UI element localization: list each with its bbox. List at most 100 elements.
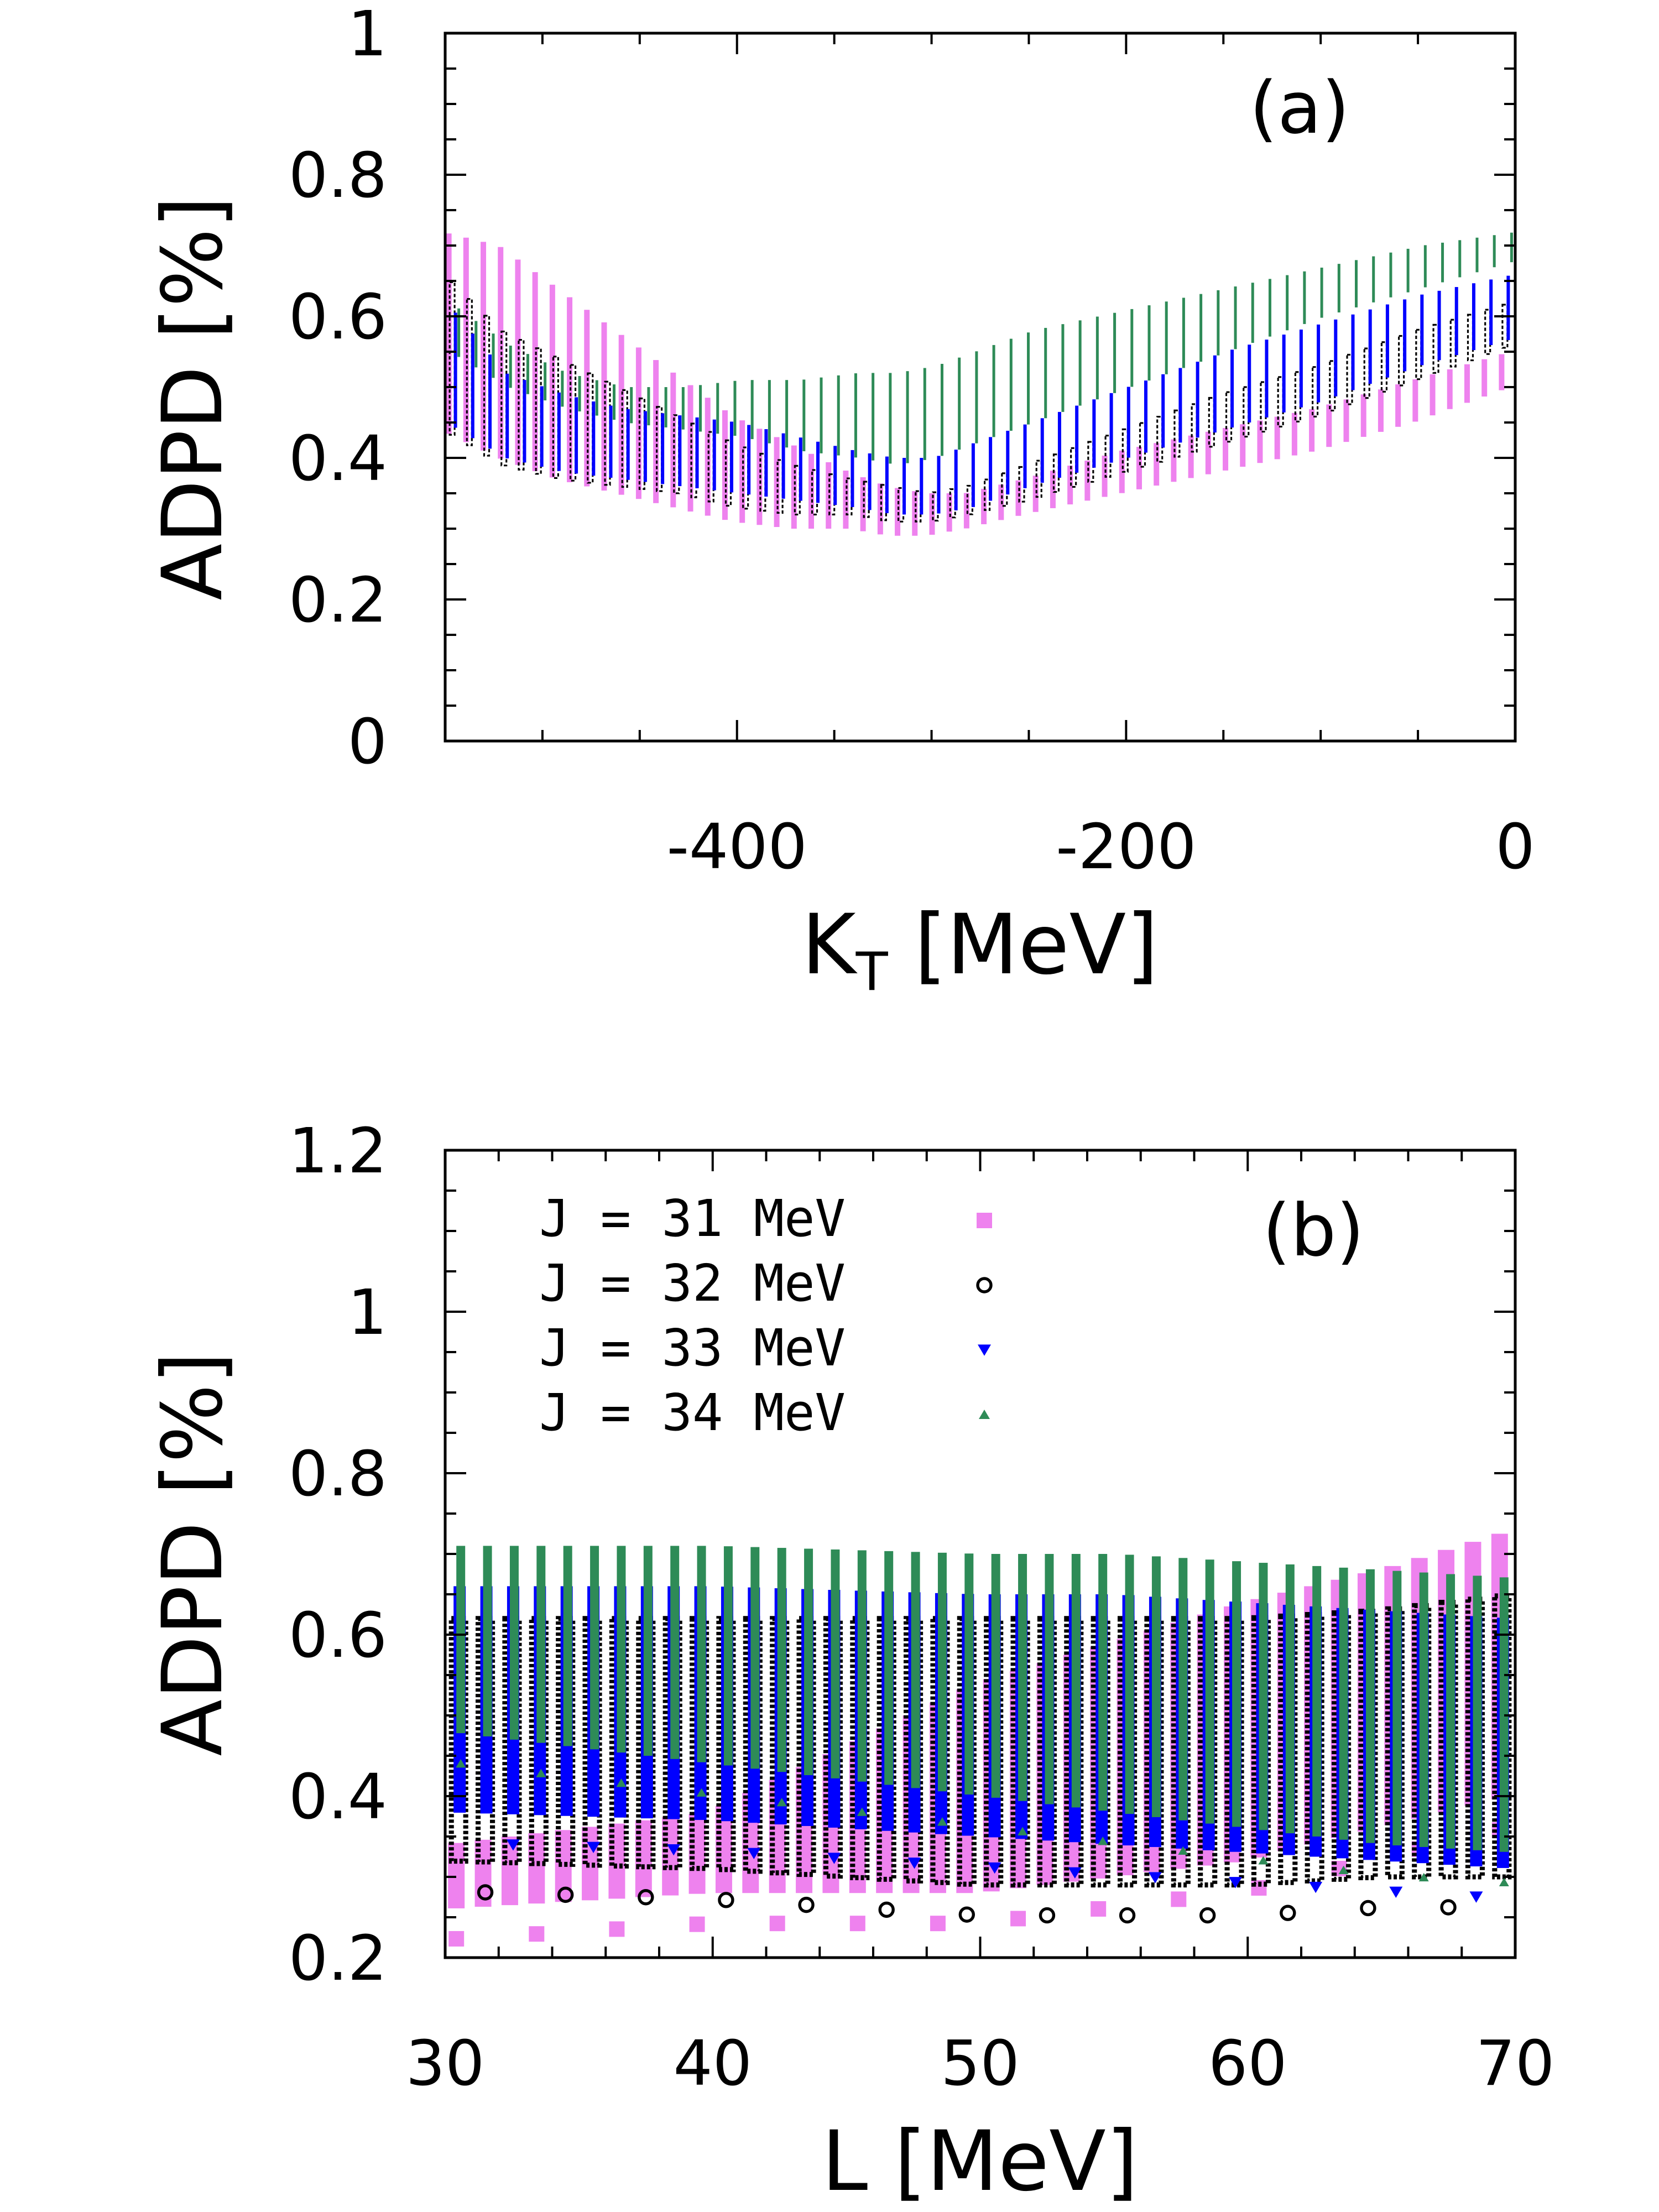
panel-a-j31-column (1464, 364, 1470, 403)
panel-a-j34-column (1423, 245, 1427, 288)
panel-a-j31-column (481, 242, 487, 451)
panel-a-y-tick-label: 0 (348, 706, 387, 778)
panel-a-j34-column (802, 379, 806, 451)
panel-a-j34-column (1355, 260, 1358, 307)
panel-b-tick-labels: 0.2 0.4 0.6 0.8 1 1.2 30 40 50 60 70 (289, 1115, 1554, 2100)
panel-a-j32-column (984, 478, 991, 511)
panel-b-j34-column (831, 1549, 840, 1778)
panel-a-j34-column (923, 368, 926, 460)
panel-a-j34-column (872, 373, 875, 461)
legend-label-j32: J = 32 MeV (539, 1254, 846, 1313)
panel-a-j31-column (1395, 384, 1401, 427)
panel-b-j32-outlier-point (557, 1886, 574, 1903)
panel-a-j32-column (776, 459, 784, 514)
panel-a-j34-column (1234, 286, 1237, 349)
panel-a-j33-column (1403, 299, 1407, 372)
panel-a-j33-column (1334, 319, 1338, 397)
panel-a-j33-column (781, 433, 785, 499)
panel-a-j33-column (833, 446, 837, 505)
panel-a-x-tick-label: -400 (667, 811, 807, 883)
panel-a-j32-column (1501, 304, 1509, 349)
panel-b-j34-column (697, 1546, 706, 1762)
panel-a-j33-column (902, 458, 906, 515)
panel-b-j32-outlier-point (1360, 1900, 1376, 1917)
panel-b-j33-outlier-point (907, 1858, 921, 1869)
panel-a-j31-column (1188, 435, 1194, 478)
panel-a-j31-column (1378, 389, 1384, 432)
panel-a-j33-column (1057, 411, 1061, 478)
panel-b-j34-outlier-point (1178, 1846, 1188, 1855)
panel-a-j34-column (975, 351, 978, 444)
panel-a-j33-column (488, 354, 492, 449)
panel-b-y-axis-title: ADPD [%] (145, 1352, 241, 1756)
panel-b-j33-outlier-point (1229, 1877, 1243, 1888)
panel-a-j32-column (1104, 435, 1112, 478)
panel-a-j32-column (1156, 415, 1164, 463)
panel-a-j32-column (811, 469, 818, 515)
panel-b-j34-column (643, 1546, 653, 1756)
panel-b-j34-column (1499, 1577, 1509, 1852)
panel-a-j33-column (1109, 393, 1113, 463)
panel-b-j34-column (723, 1546, 733, 1766)
panel-b-j32-outlier-point (958, 1906, 975, 1923)
panel-a-frame (444, 32, 1517, 743)
panel-b-x-tick-label: 50 (941, 2028, 1020, 2100)
panel-a-j33-column (643, 411, 647, 482)
panel-b-j32-outlier-point (1199, 1907, 1216, 1924)
panel-b-j34-outlier-point (937, 1817, 947, 1826)
panel-a-j31-column (584, 310, 590, 487)
panel-a-j34-column (1337, 264, 1340, 312)
panel-a-j34-column (750, 380, 754, 440)
panel-b-j34-column (1312, 1566, 1322, 1837)
panel-b-series-j34 (456, 1546, 1509, 1886)
panel-a-j34-column (561, 371, 564, 407)
panel-a-j33-column (557, 392, 561, 471)
panel-a-j33-column (1092, 399, 1096, 468)
panel-a-j31-column (981, 488, 987, 524)
panel-b-y-tick-label: 0.4 (289, 1761, 387, 1833)
panel-b-j34-outlier-point (536, 1768, 546, 1777)
panel-b-j34-outlier-point (776, 1798, 787, 1807)
panel-a-j33-column (505, 373, 509, 458)
panel-a-j34-column (509, 345, 512, 388)
panel-b-j34-column (964, 1553, 974, 1795)
panel-a-j33-column (1317, 324, 1321, 403)
panel-b-x-tick-label: 70 (1476, 2028, 1555, 2100)
panel-b-j34-outlier-point (1098, 1837, 1108, 1845)
panel-a-j33-column (1454, 287, 1458, 356)
panel-a-j33-column (851, 450, 854, 507)
panel-a-j32-column (724, 439, 732, 507)
panel-a-j33-column (1299, 329, 1303, 408)
panel-b-j34-column (483, 1546, 492, 1736)
panel-a-j34-column (647, 387, 650, 426)
panel-a-j31-column (1171, 439, 1177, 482)
panel-b-j34-column (857, 1550, 867, 1782)
panel-a-j33-column (989, 437, 993, 501)
panel-b-marks (448, 1533, 1512, 1947)
panel-b-y-tick-label: 1 (348, 1277, 387, 1349)
panel-a-j33-column (1265, 340, 1269, 418)
panel-a-j34-column (630, 387, 633, 424)
panel-a-j33-column (747, 425, 751, 495)
panel-a-j31-column (895, 488, 901, 536)
panel-a-j34-column (1199, 294, 1203, 362)
legend-marker-j31 (977, 1213, 992, 1228)
panel-a-ticks (444, 32, 1516, 742)
panel-b-j32-outlier-point (1039, 1907, 1056, 1924)
panel-b-j34-column (536, 1546, 546, 1743)
panel-b-j31-outlier-point (1091, 1901, 1107, 1917)
panel-a-j31-column (1136, 447, 1142, 489)
panel-a-y-tick-label: 0.4 (289, 423, 387, 495)
panel-b-j32-outlier-point (878, 1901, 895, 1918)
panel-a-j33-column (764, 429, 768, 497)
panel-b-j34-column (1392, 1571, 1402, 1846)
panel-a-j31-column (446, 233, 452, 434)
panel-b-j34-column (1473, 1575, 1482, 1850)
panel-b-j34-outlier-point (696, 1788, 707, 1797)
panel-a-j33-column (937, 456, 941, 514)
panel-b-label: (b) (1262, 1188, 1364, 1272)
panel-a-j34-column (681, 387, 685, 430)
panel-a-j31-column (1240, 424, 1246, 467)
panel-a-j34-column (1217, 290, 1220, 356)
